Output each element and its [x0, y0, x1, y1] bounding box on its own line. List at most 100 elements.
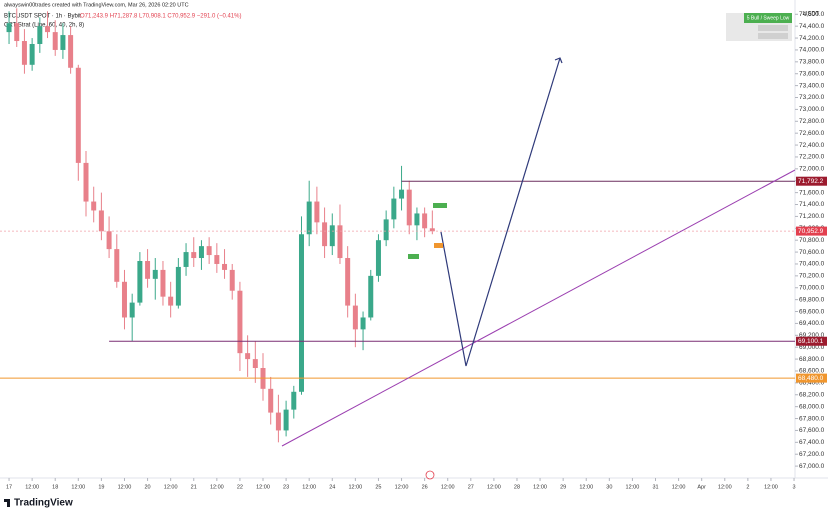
candle-body — [375, 240, 381, 276]
candle-body — [345, 258, 351, 306]
y-tick-label: 70,200.0 — [799, 273, 825, 280]
x-tick-label: 12:00 — [71, 484, 85, 490]
x-tick-label: 18 — [52, 484, 58, 490]
x-tick-label: 12:00 — [626, 484, 640, 490]
x-tick-label: 12:00 — [256, 484, 270, 490]
panel-row — [758, 33, 788, 39]
y-tick-label: 68,600.0 — [799, 368, 825, 375]
x-tick-label: 17 — [6, 484, 12, 490]
candle-body — [268, 388, 274, 413]
x-tick-label: 12:00 — [533, 484, 547, 490]
candle-body — [129, 302, 135, 318]
candle-body — [406, 189, 412, 226]
y-tick-label: 74,400.0 — [799, 23, 825, 30]
candle-body — [114, 249, 120, 282]
candle-body — [252, 359, 258, 369]
x-tick-label: 12:00 — [210, 484, 224, 490]
candle-body — [237, 290, 243, 354]
projection-path — [440, 57, 561, 367]
candle-body — [275, 412, 281, 431]
candle-body — [298, 234, 304, 392]
level-label-bg — [796, 373, 827, 383]
candle-body — [391, 198, 397, 220]
y-tick-label: 73,600.0 — [799, 70, 825, 77]
trend-line — [281, 169, 796, 447]
candle-body — [121, 281, 127, 318]
y-tick-label: 67,200.0 — [799, 451, 825, 458]
x-tick-label: 24 — [329, 484, 335, 490]
y-tick-label: 69,800.0 — [799, 296, 825, 303]
candle-body — [14, 23, 20, 42]
credit: alwayswin00trades created with TradingVi… — [4, 2, 189, 8]
x-tick-label: 29 — [560, 484, 566, 490]
candle-body — [329, 225, 335, 247]
x-tick-label: 12:00 — [764, 484, 778, 490]
symbol: BTCUSDT SPOT · 1h · Bybit — [4, 14, 81, 20]
y-tick-label: 69,200.0 — [799, 332, 825, 339]
y-tick-label: 67,600.0 — [799, 427, 825, 434]
candle-body — [160, 269, 166, 297]
y-tick-label: 68,200.0 — [799, 391, 825, 398]
level-label: 70,952.9 — [798, 228, 824, 235]
panel-row — [758, 25, 788, 31]
x-tick-label: 12:00 — [164, 484, 178, 490]
candle-body — [214, 255, 220, 264]
y-tick-label: 73,400.0 — [799, 82, 825, 89]
candle-body — [322, 222, 328, 247]
level-label: 69,100.1 — [798, 338, 824, 345]
y-tick-label: 71,400.0 — [799, 201, 825, 208]
candle-body — [245, 353, 251, 360]
y-tick-label: 70,000.0 — [799, 284, 825, 291]
candle-body — [414, 213, 420, 226]
y-tick-label: 69,000.0 — [799, 344, 825, 351]
candle-body — [337, 225, 343, 259]
brand: TradingView — [14, 498, 73, 509]
level-label: 71,792.2 — [798, 178, 824, 185]
y-tick-label: 69,400.0 — [799, 320, 825, 327]
x-tick-label: 12:00 — [302, 484, 316, 490]
level-label-bg — [796, 336, 827, 346]
candle-body — [83, 162, 89, 202]
candle-body — [198, 246, 204, 259]
plot: 74,600.0 74,400.0 74,200.0 74,000.0 73,800.0… — [0, 8, 827, 490]
marker-label — [434, 243, 443, 248]
panel-header — [744, 13, 792, 23]
x-tick-label: 12:00 — [395, 484, 409, 490]
candle-body — [352, 305, 358, 330]
x-tick-label: 12:00 — [441, 484, 455, 490]
x-tick-label: 27 — [468, 484, 474, 490]
candle-body — [291, 391, 297, 410]
y-tick-label: 70,800.0 — [799, 237, 825, 244]
candle-body — [360, 317, 366, 330]
y-tick-label: 74,600.0 — [799, 11, 825, 18]
marker-label — [408, 254, 419, 259]
candle-body — [222, 263, 228, 270]
x-tick-label: 20 — [145, 484, 151, 490]
candle-body — [98, 210, 104, 232]
x-tick-label: 30 — [606, 484, 612, 490]
level-label-bg — [796, 176, 827, 186]
level-label: 68,480.0 — [798, 375, 824, 382]
x-tick-label: 26 — [422, 484, 428, 490]
candle-body — [45, 26, 51, 33]
y-tick-label: 74,000.0 — [799, 47, 825, 54]
candle-body — [68, 35, 74, 68]
marker-label — [433, 203, 447, 208]
candle-body — [106, 231, 112, 250]
indicator: CRT Strat (Line, 60, 40, 2h, 8) — [4, 23, 84, 29]
unit: USDT — [803, 12, 820, 18]
x-tick-label: 23 — [283, 484, 289, 490]
x-tick-label: 31 — [652, 484, 658, 490]
candle-body — [137, 260, 143, 303]
candle-body — [183, 252, 189, 267]
info-panel: 5 Bull / Sweep Low — [726, 13, 792, 41]
y-tick-label: 69,600.0 — [799, 308, 825, 315]
y-tick-label: 73,200.0 — [799, 94, 825, 101]
candle-body — [145, 260, 151, 279]
x-tick-label: 25 — [375, 484, 381, 490]
y-tick-label: 71,600.0 — [799, 189, 825, 196]
x-tick-label: 19 — [98, 484, 104, 490]
y-tick-label: 67,000.0 — [799, 463, 825, 470]
y-tick-label: 68,800.0 — [799, 356, 825, 363]
